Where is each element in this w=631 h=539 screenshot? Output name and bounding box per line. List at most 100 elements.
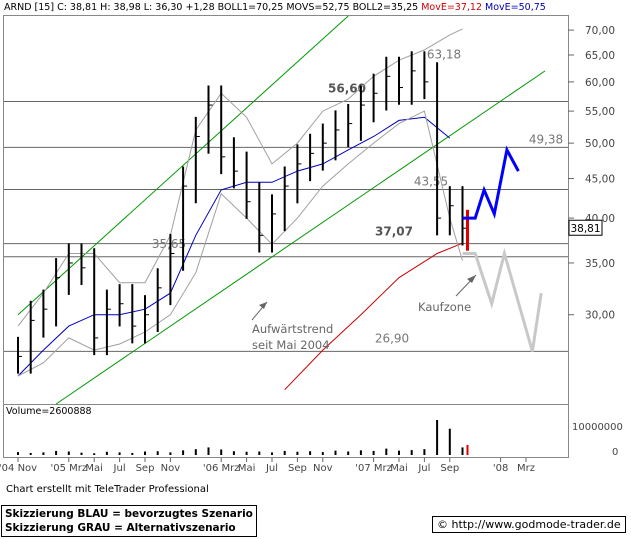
header-ema-blue: MovE=50,75 — [485, 2, 546, 13]
volume-bar — [131, 452, 134, 455]
chart-credit: Chart erstellt mit TeleTrader Profession… — [6, 484, 209, 495]
header-boll1: BOLL1=70,25 — [217, 2, 284, 13]
volume-bar — [359, 450, 362, 455]
x-tick-label: Jul — [113, 463, 126, 474]
volume-bar — [334, 450, 337, 455]
volume-label: Volume=2600888 — [6, 406, 92, 417]
y-tick-label: 55,00 — [585, 106, 615, 118]
volume-bar — [448, 428, 451, 455]
volume-bar — [372, 450, 375, 455]
annotation-buyzone: Kaufzone — [418, 300, 471, 314]
level-label: 35,65 — [152, 237, 186, 251]
legend-grey-scenario: Skizzierung GRAU = Alternativszenario — [5, 522, 236, 534]
volume-bar — [207, 447, 210, 455]
volume-bar — [321, 452, 324, 455]
annotation-buyzone-arrowhead — [467, 275, 476, 283]
x-tick-label: Jul — [265, 463, 278, 474]
volume-bar — [258, 451, 261, 455]
channel-upper-line — [17, 15, 349, 316]
volume-bar — [283, 450, 286, 455]
level-label: 49,38 — [529, 132, 563, 146]
volume-bar — [232, 451, 235, 455]
volume-bar — [93, 453, 96, 455]
x-tick-label: Mrz — [517, 463, 535, 474]
volume-bar — [309, 451, 312, 455]
x-tick-label: Mai — [85, 463, 103, 474]
header-movs: MOVS=52,75 — [286, 2, 350, 13]
x-tick-label: Mai — [238, 463, 256, 474]
scenario-path-6 — [462, 247, 543, 352]
volume-bar — [347, 451, 350, 455]
x-tick-label: '04 Nov — [0, 463, 37, 474]
volume-bar — [461, 447, 464, 455]
volume-bar — [245, 451, 248, 455]
volume-bar — [80, 452, 83, 455]
x-tick-label: '05 Mrz — [50, 463, 87, 474]
volume-bar — [67, 451, 70, 455]
volume-bar — [182, 450, 185, 455]
x-tick-label: Nov — [161, 463, 181, 474]
x-tick-label: Nov — [313, 463, 333, 474]
volume-bar — [17, 452, 19, 455]
x-tick-label: Sep — [440, 463, 459, 474]
volume-bar — [118, 452, 121, 455]
y-tick-label: 35,00 — [585, 258, 615, 270]
volume-bar — [169, 452, 172, 455]
header-ema-red: MovE=37,12 — [421, 2, 483, 13]
series-line-2 — [284, 242, 463, 391]
volume-bar — [42, 452, 45, 455]
y-tick-label: 30,00 — [585, 310, 615, 322]
source-link[interactable]: © http://www.godmode-trader.de — [432, 516, 626, 533]
level-label: 63,18 — [427, 48, 461, 62]
level-label: 26,90 — [375, 331, 409, 345]
header-symbol: ARND [15] — [4, 2, 55, 13]
volume-bar — [436, 420, 439, 455]
level-label: 37,07 — [375, 225, 413, 239]
x-tick-label: Sep — [136, 463, 155, 474]
channel-lower-line — [55, 70, 546, 405]
header-close: C: 38,81 — [57, 2, 98, 13]
y-tick-label: 65,00 — [585, 50, 615, 62]
x-tick-label: '08 — [493, 463, 508, 474]
last-price-box — [568, 219, 603, 236]
volume-bar — [29, 452, 32, 455]
volume-tick-label: 0 — [612, 447, 618, 458]
chart-header: ARND [15] C: 38,81 H: 38,98 L: 36,30 +1,… — [4, 2, 546, 13]
x-tick-label: Sep — [288, 463, 307, 474]
annotation-uptrend: Aufwärtstrend — [252, 322, 333, 336]
volume-bar — [398, 450, 400, 455]
scenario-legend: Skizzierung BLAU = bevorzugtes Szenario … — [1, 505, 257, 537]
y-tick-label: 50,00 — [585, 138, 615, 150]
volume-bar — [220, 449, 223, 455]
volume-tick-label: 10000000 — [572, 422, 623, 433]
volume-bar — [271, 452, 273, 455]
price-panel-frame — [3, 15, 569, 405]
x-tick-label: '06 Mrz — [203, 463, 240, 474]
volume-bar — [385, 448, 388, 455]
volume-bar — [144, 451, 146, 455]
volume-bar — [423, 449, 426, 455]
x-tick-label: '07 Mrz — [355, 463, 392, 474]
header-high: H: 38,98 — [100, 2, 141, 13]
volume-panel-frame — [3, 404, 569, 458]
header-low: L: 36,30 — [143, 2, 183, 13]
x-tick-label: Jul — [417, 463, 430, 474]
scenario-path-5 — [462, 145, 520, 220]
annotation-uptrend-line2: seit Mai 2004 — [252, 338, 330, 352]
y-tick-label: 60,00 — [585, 77, 615, 89]
level-label: 43,55 — [414, 175, 448, 189]
volume-bar — [410, 450, 413, 455]
volume-bar — [296, 451, 299, 455]
y-tick-label: 45,00 — [585, 174, 615, 186]
x-tick-label: Mai — [390, 463, 408, 474]
y-tick-label: 70,00 — [585, 25, 615, 37]
header-change: +1,28 — [185, 2, 215, 13]
last-price-label: 38,81 — [570, 223, 600, 235]
volume-bar — [156, 451, 159, 455]
volume-bar — [194, 449, 197, 455]
header-boll2: BOLL2=35,25 — [352, 2, 419, 13]
legend-blue-scenario: Skizzierung BLAU = bevorzugtes Szenario — [5, 508, 253, 520]
annotation-uptrend-arrowhead — [259, 302, 267, 309]
volume-bar — [105, 451, 108, 455]
